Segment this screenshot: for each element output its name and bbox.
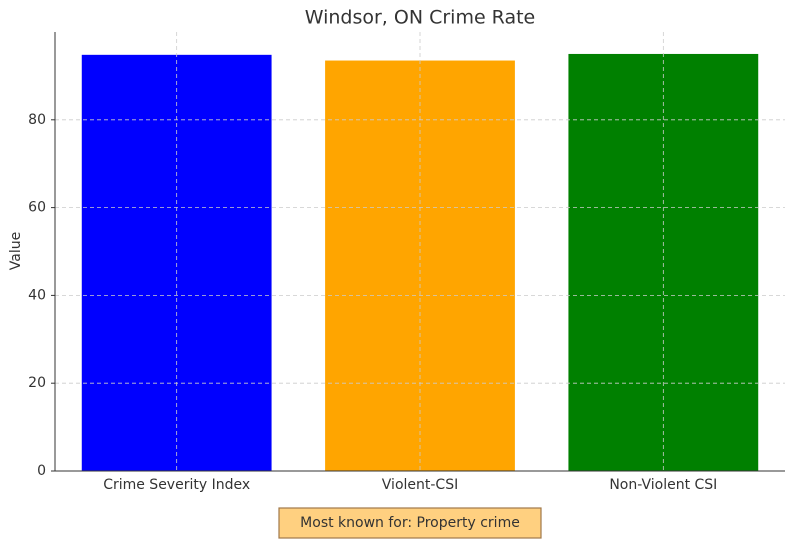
chart-title: Windsor, ON Crime Rate: [305, 7, 536, 29]
x-tick-label: Violent-CSI: [382, 477, 458, 493]
y-tick-label: 40: [28, 287, 46, 303]
y-tick-label: 20: [28, 375, 46, 391]
x-tick-label: Crime Severity Index: [103, 477, 250, 493]
annotation-box: [278, 507, 542, 539]
y-tick-label: 0: [37, 463, 46, 479]
y-tick-label: 80: [28, 112, 46, 128]
annotation: Most known for: Property crime: [300, 515, 520, 531]
y-axis-label: Value: [8, 232, 24, 270]
y-tick-label: 60: [28, 200, 46, 216]
x-tick-label: Non-Violent CSI: [609, 477, 717, 493]
